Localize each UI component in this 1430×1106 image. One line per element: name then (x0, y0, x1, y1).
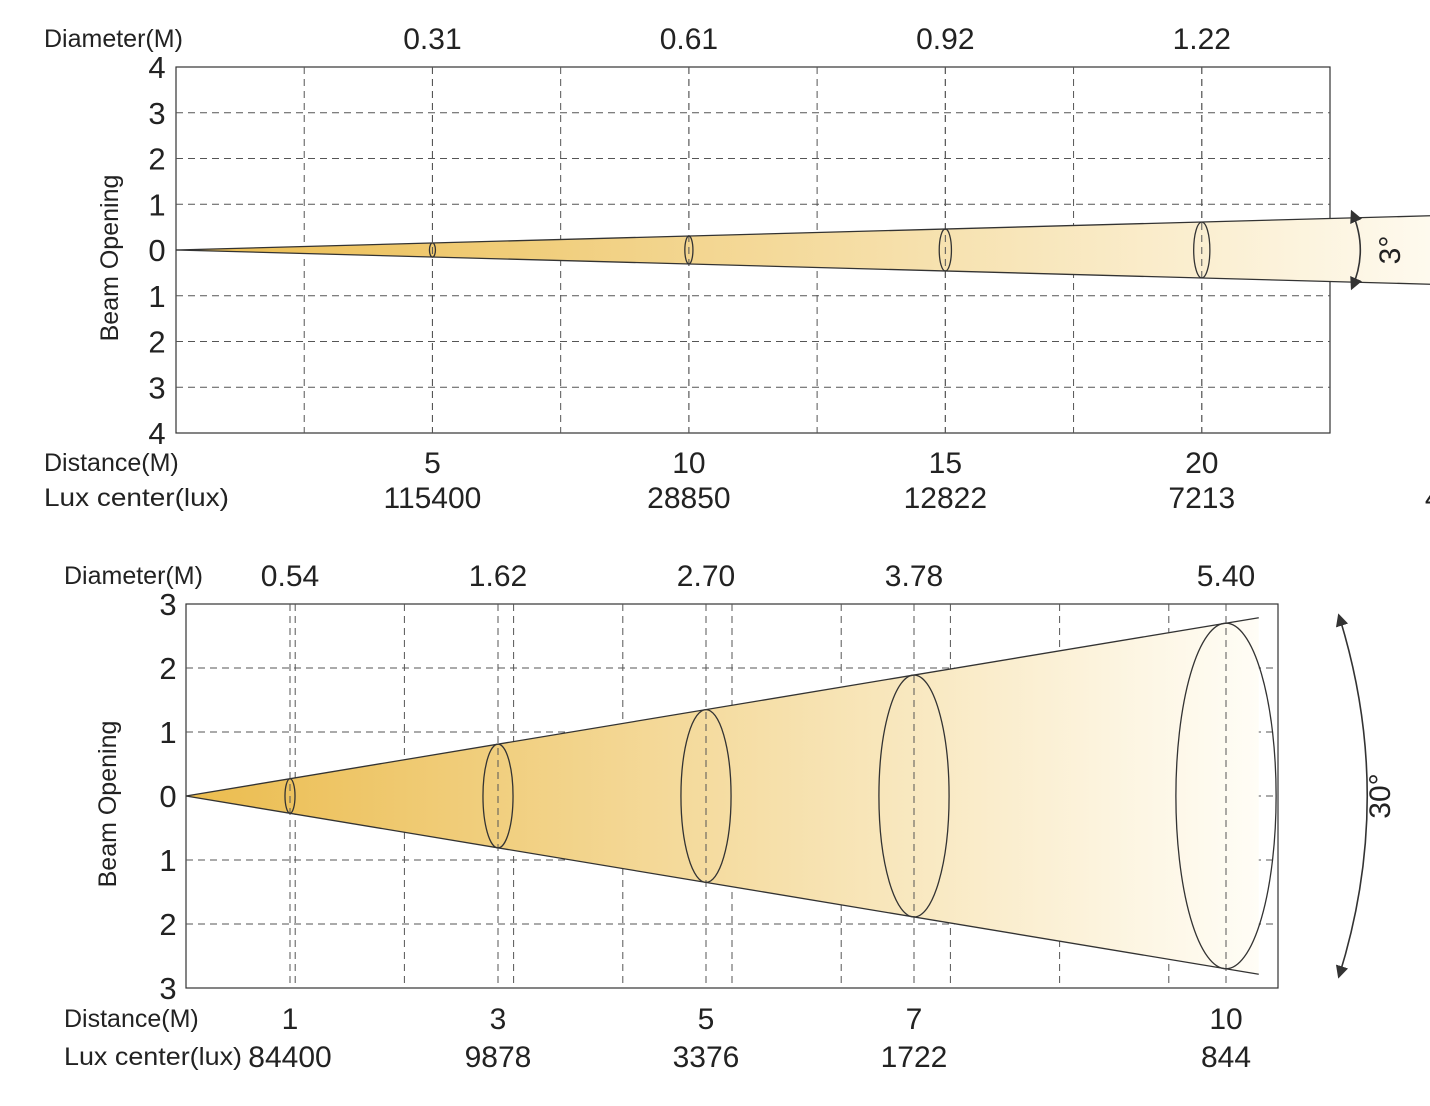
y-tick-label: 4 (148, 416, 165, 451)
y-tick-label: 0 (148, 233, 165, 268)
lux-value: 4616 (1425, 482, 1430, 515)
distance-value: 1 (282, 1003, 299, 1036)
distance-row-label: Distance(M) (64, 1005, 199, 1033)
beam-ellipse (684, 235, 694, 265)
distance-value: 5 (424, 447, 441, 480)
distance-value: 7 (906, 1003, 923, 1036)
lux-value: 1722 (881, 1041, 948, 1074)
diameter-value: 1.22 (1173, 23, 1231, 56)
y-tick-label: 2 (159, 651, 176, 686)
beam-ellipse (284, 778, 296, 814)
lux-value: 12822 (904, 482, 987, 515)
diameter-row-label: Diameter(M) (44, 25, 183, 53)
beam-angle-arc (1335, 613, 1369, 979)
beam-angle-arc (1350, 209, 1362, 291)
beam-edge-lower (175, 249, 1430, 285)
diameter-value: 0.92 (916, 23, 974, 56)
beam-ellipse (428, 242, 437, 258)
beam-edge-upper (185, 617, 1259, 797)
y-tick-label: 4 (148, 50, 165, 85)
beam-cone (186, 617, 1259, 975)
y-tick-label: 1 (148, 187, 165, 222)
beam-ellipse (482, 743, 514, 849)
distance-value: 3 (490, 1003, 507, 1036)
beam-cone (176, 215, 1430, 285)
lux-value: 3376 (673, 1041, 740, 1074)
lux-value: 115400 (383, 482, 481, 515)
y-tick-label: 2 (159, 907, 176, 942)
y-tick-label: 2 (148, 325, 165, 360)
y-axis-label: Beam Opening (94, 721, 122, 888)
beam-ellipse (1193, 221, 1211, 279)
distance-row-label: Distance(M) (44, 449, 179, 477)
y-tick-label: 3 (159, 971, 176, 1006)
beam-ellipse (680, 708, 732, 884)
beam-angle-label: 3° (1374, 236, 1407, 265)
distance-value: 5 (698, 1003, 715, 1036)
diameter-value: 0.31 (403, 23, 461, 56)
lux-value: 844 (1201, 1041, 1251, 1074)
diameter-value: 0.54 (261, 560, 319, 593)
y-tick-label: 3 (159, 587, 176, 622)
y-tick-label: 3 (148, 370, 165, 405)
lux-value: 84400 (248, 1041, 331, 1074)
beam-edge-upper (175, 215, 1430, 251)
y-tick-label: 1 (159, 843, 176, 878)
lux-value: 28850 (647, 482, 730, 515)
lux-row-label: Lux center(lux) (64, 1043, 242, 1071)
diameter-value: 2.70 (677, 560, 735, 593)
lux-row-label: Lux center(lux) (44, 484, 229, 512)
beam-edge-lower (185, 795, 1259, 975)
diameter-row-label: Diameter(M) (64, 562, 203, 590)
y-tick-label: 3 (148, 96, 165, 131)
y-tick-label: 2 (148, 142, 165, 177)
distance-value: 10 (672, 447, 705, 480)
beam-ellipse (878, 674, 950, 918)
lux-value: 7213 (1168, 482, 1235, 515)
beam-ellipse (938, 228, 953, 272)
beam-angle-label: 30° (1364, 773, 1397, 818)
diameter-value: 5.40 (1197, 560, 1255, 593)
diameter-value: 3.78 (885, 560, 943, 593)
y-tick-label: 1 (159, 715, 176, 750)
diameter-value: 1.62 (469, 560, 527, 593)
diameter-value: 0.61 (660, 23, 718, 56)
y-axis-label: Beam Opening (96, 175, 124, 342)
distance-value: 20 (1185, 447, 1218, 480)
distance-value: 10 (1209, 1003, 1242, 1036)
lux-value: 9878 (465, 1041, 532, 1074)
beam-ellipse (1175, 622, 1277, 970)
y-tick-label: 1 (148, 279, 165, 314)
y-tick-label: 0 (159, 779, 176, 814)
distance-value: 15 (929, 447, 962, 480)
